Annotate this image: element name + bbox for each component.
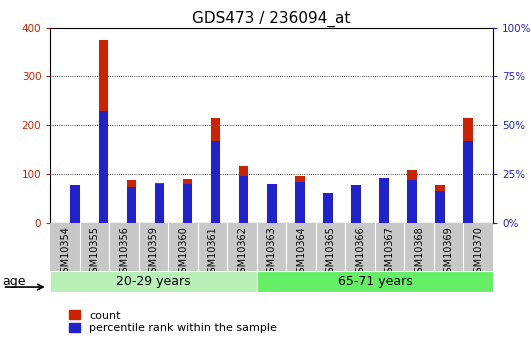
Text: 65-71 years: 65-71 years xyxy=(338,275,412,288)
Bar xyxy=(155,183,164,223)
Bar xyxy=(295,181,305,223)
Bar xyxy=(407,170,417,223)
Bar xyxy=(127,180,136,223)
Bar xyxy=(257,271,493,292)
Text: GSM10356: GSM10356 xyxy=(119,226,129,279)
Text: GSM10363: GSM10363 xyxy=(267,226,277,279)
Legend: count, percentile rank within the sample: count, percentile rank within the sample xyxy=(65,306,281,338)
Bar xyxy=(463,118,473,223)
Bar xyxy=(155,184,164,223)
Bar xyxy=(99,40,108,223)
Text: age: age xyxy=(3,275,26,288)
Bar xyxy=(210,141,220,223)
Bar xyxy=(351,186,360,223)
Text: GSM10355: GSM10355 xyxy=(90,226,100,279)
Bar xyxy=(210,118,220,223)
Text: GSM10360: GSM10360 xyxy=(178,226,188,279)
Text: GSM10364: GSM10364 xyxy=(296,226,306,279)
Bar xyxy=(435,185,445,223)
Bar xyxy=(323,193,333,223)
Text: GSM10365: GSM10365 xyxy=(325,226,335,279)
Bar xyxy=(267,184,277,223)
Bar xyxy=(183,179,192,223)
Bar xyxy=(50,271,257,292)
Bar xyxy=(238,176,249,223)
Text: GSM10366: GSM10366 xyxy=(355,226,365,279)
Text: GSM10369: GSM10369 xyxy=(444,226,454,279)
Bar xyxy=(379,178,388,223)
Text: GSM10368: GSM10368 xyxy=(414,226,424,279)
Bar xyxy=(379,178,388,223)
Bar xyxy=(295,176,305,223)
Text: 20-29 years: 20-29 years xyxy=(116,275,191,288)
Text: GDS473 / 236094_at: GDS473 / 236094_at xyxy=(192,10,351,27)
Bar xyxy=(99,111,108,223)
Bar xyxy=(463,141,473,223)
Bar xyxy=(351,185,360,223)
Bar xyxy=(407,180,417,223)
Bar xyxy=(323,193,333,223)
Bar xyxy=(267,184,277,223)
Bar xyxy=(238,167,249,223)
Text: GSM10367: GSM10367 xyxy=(385,226,395,279)
Bar xyxy=(70,186,80,223)
Bar xyxy=(70,186,80,223)
Text: GSM10362: GSM10362 xyxy=(237,226,247,279)
Text: GSM10370: GSM10370 xyxy=(473,226,483,279)
Text: GSM10359: GSM10359 xyxy=(148,226,158,279)
Bar xyxy=(183,184,192,223)
Text: GSM10354: GSM10354 xyxy=(60,226,70,279)
Bar xyxy=(127,187,136,223)
Text: GSM10361: GSM10361 xyxy=(208,226,218,279)
Bar xyxy=(435,191,445,223)
